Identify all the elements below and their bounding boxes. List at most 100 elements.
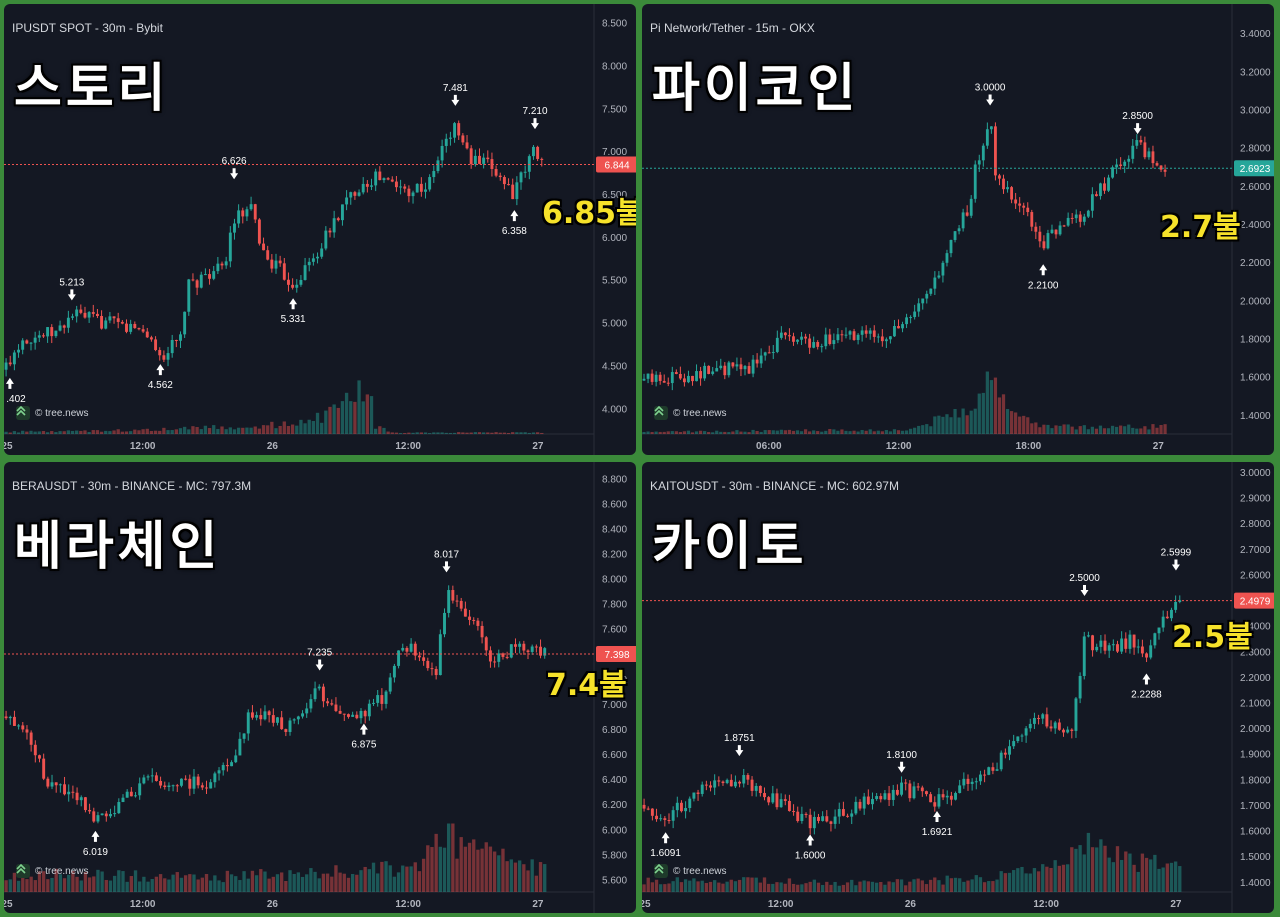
candle-body: [949, 239, 953, 254]
volume-bar: [299, 419, 303, 434]
candle-body: [100, 316, 104, 329]
candle-body: [313, 688, 317, 700]
volume-bar: [234, 876, 238, 892]
volume-bar: [526, 870, 530, 892]
candle-body: [407, 188, 411, 197]
chart-title: KAITOUSDT - 30m - BINANCE - MC: 602.97M: [650, 479, 899, 493]
volume-bar: [735, 430, 739, 434]
volume-bar: [188, 874, 192, 892]
candle-body: [666, 382, 670, 384]
candle-body: [220, 263, 224, 266]
volume-bar: [121, 871, 125, 892]
candle-body: [1132, 634, 1136, 648]
chart-svg: 8.8008.6008.4008.2008.0007.8007.6007.400…: [4, 462, 636, 913]
volume-bar: [307, 419, 311, 434]
volume-bar: [509, 859, 513, 892]
volume-bar: [833, 881, 837, 892]
candle-body: [969, 198, 973, 216]
candle-body: [828, 334, 832, 345]
candle-body: [96, 815, 100, 822]
volume-bar: [799, 431, 804, 434]
candle-body: [754, 785, 758, 791]
volume-bar: [87, 877, 92, 892]
candle-body: [929, 794, 933, 803]
candle-body: [417, 655, 421, 658]
candle-body: [691, 375, 694, 382]
volume-bar: [129, 876, 134, 892]
volume-bar: [688, 880, 692, 892]
candle-body: [973, 164, 977, 199]
candle-body: [241, 210, 245, 217]
y-tick-label: 5.600: [602, 875, 627, 886]
arrow-up-icon: [806, 834, 815, 846]
candle-body: [808, 814, 812, 829]
volume-bar: [1045, 866, 1049, 892]
candle-body: [361, 183, 365, 193]
candle-body: [493, 661, 497, 663]
candle-body: [836, 334, 840, 341]
candle-body: [66, 317, 70, 328]
price-note: 6.85불: [542, 196, 636, 231]
volume-bar: [702, 431, 707, 434]
candle-body: [440, 145, 444, 161]
volume-bar: [874, 882, 879, 892]
x-tick-label: 27: [532, 899, 544, 910]
volume-bar: [415, 432, 419, 434]
candle-body: [372, 702, 375, 704]
candle-body: [305, 708, 309, 714]
volume-bar: [355, 874, 359, 892]
volume-bar: [747, 432, 751, 434]
candle-body: [1058, 225, 1062, 235]
watermark-text: © tree.news: [673, 865, 727, 877]
candle-body: [901, 324, 904, 329]
candle-body: [25, 729, 29, 733]
candle-body: [234, 755, 238, 763]
volume-bar: [421, 858, 426, 892]
volume-bar: [723, 431, 727, 434]
annotation-label: .402: [6, 394, 26, 405]
arrow-up-icon: [91, 830, 100, 842]
volume-bar: [336, 407, 340, 434]
candle-body: [108, 316, 112, 321]
candle-body: [179, 334, 182, 341]
volume-bar: [825, 881, 829, 892]
volume-bar: [79, 880, 83, 892]
candle-body: [1024, 728, 1028, 736]
candle-body: [995, 769, 999, 771]
arrow-up-icon: [661, 832, 670, 844]
volume-bar: [1053, 860, 1057, 892]
y-tick-label: 2.7000: [1240, 545, 1271, 556]
y-tick-label: 3.0000: [1240, 468, 1271, 479]
volume-bar: [311, 421, 316, 434]
candle-body: [796, 811, 800, 821]
candle-body: [534, 646, 538, 648]
volume-bar: [349, 401, 353, 434]
chart-panel-bera: 8.8008.6008.4008.2008.0007.8007.6007.400…: [4, 462, 636, 913]
candle-body: [469, 148, 473, 165]
korean-title: 베라체인: [14, 517, 222, 577]
candle-body: [332, 218, 336, 233]
candle-body: [800, 336, 803, 340]
volume-bar: [844, 430, 848, 434]
volume-bar: [987, 881, 991, 892]
candle-body: [1099, 183, 1102, 197]
volume-bar: [1139, 428, 1143, 434]
volume-bar: [200, 877, 205, 892]
candle-body: [848, 331, 852, 335]
volume-bar: [212, 425, 216, 434]
volume-bar: [682, 431, 687, 434]
volume-bar: [282, 421, 286, 434]
volume-bar: [253, 426, 257, 434]
tree-news-icon: [16, 864, 30, 878]
volume-bar: [1078, 426, 1082, 434]
candle-body: [482, 157, 486, 164]
candle-body: [158, 350, 162, 356]
volume-bar: [254, 875, 259, 892]
candle-body: [954, 792, 957, 800]
candle-body: [137, 328, 141, 330]
volume-bar: [1018, 416, 1022, 434]
candle-body: [536, 146, 540, 159]
annotation-label: 1.6000: [795, 851, 826, 862]
volume-bar: [820, 431, 824, 434]
volume-bar: [261, 425, 266, 434]
